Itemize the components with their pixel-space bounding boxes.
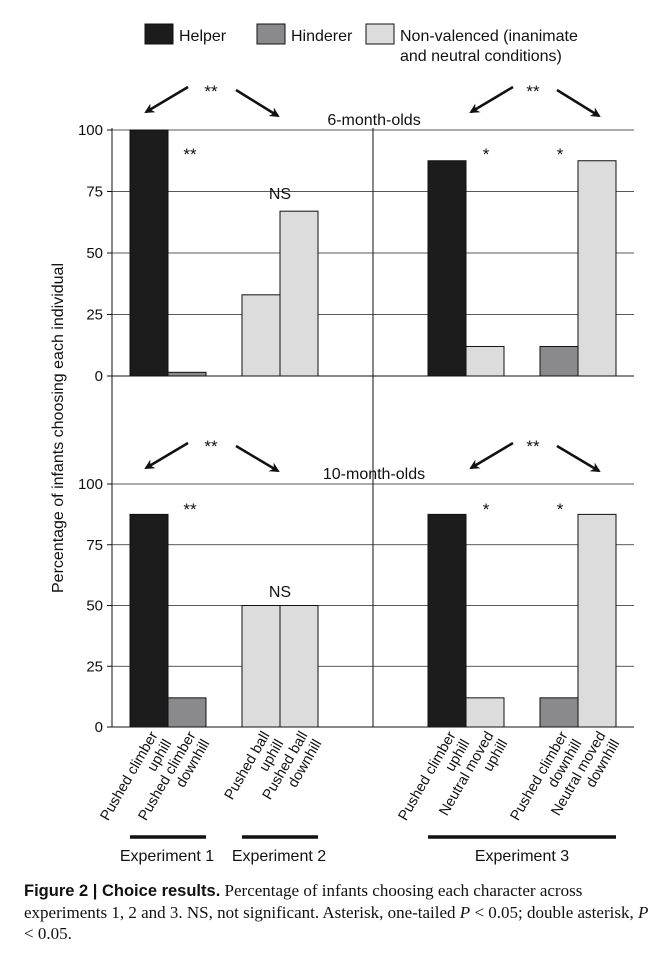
experiment-3-label: Experiment 3 [475,848,569,865]
annotation-stars: ** [526,437,540,456]
legend-label-hinderer: Hinderer [291,28,353,45]
bar-nonvalenced [577,513,617,728]
bar-hinderer [539,345,579,377]
bar-helper [427,513,467,728]
annotation-stars: ** [204,82,218,101]
annotation-ns: NS [269,584,291,601]
y-tick-label: 75 [86,537,103,554]
annotation-ns: NS [269,186,291,203]
bar-hinderer [539,697,579,728]
arrow-left-icon [469,441,514,470]
caption-label: Figure 2 [24,882,89,900]
figure-caption: Figure 2 | Choice results. Percentage of… [24,880,654,944]
y-tick-label: 25 [86,658,103,675]
annotation-exp1-stars: ** [183,500,197,519]
bar-nonvalenced [279,210,319,377]
experiment-brackets: Experiment 1 Experiment 2 Experiment 3 [120,835,616,865]
experiment-1-label: Experiment 1 [120,848,214,865]
bar-hinderer [167,371,207,377]
legend-label-helper: Helper [179,28,227,45]
caption-p-2: P [637,903,649,922]
arrow-right-icon [235,444,280,473]
arrow-right-icon [556,444,601,473]
y-tick-label: 50 [86,245,103,262]
y-tick-label: 25 [86,307,103,324]
y-tick-label: 100 [78,476,103,493]
bar-helper [427,160,467,377]
caption-text-2: < 0.05; double asterisk, [470,903,638,922]
arrow-left-icon [469,85,514,114]
significance-annotations: ** ** ** ** ** ** NS NS * * * * [183,82,563,601]
experiment-2-label: Experiment 2 [232,848,326,865]
annotation-stars: ** [204,437,218,456]
y-tick-label: 50 [86,598,103,615]
bar-nonvalenced [279,605,319,728]
gridlines [107,129,634,728]
bar-hinderer [167,697,207,728]
annotation-star: * [557,500,564,519]
legend-swatch-helper [144,23,174,45]
bar-helper [129,513,169,728]
plot-frame [111,128,634,728]
arrow-left-icon [144,85,189,114]
annotation-star: * [483,500,490,519]
annotation-star: * [483,145,490,164]
panel-title-10-month: 10-month-olds [323,466,425,483]
bar-nonvalenced [465,697,505,728]
caption-separator: | [88,882,102,900]
bar-helper [129,129,169,377]
bar-nonvalenced [577,160,617,377]
arrow-right-icon [235,88,280,118]
caption-text-1: Percentage of infants choosing each char… [24,881,583,922]
bar-nonvalenced [465,345,505,377]
legend-label-nonvalenced-line2: and neutral conditions) [400,48,562,65]
caption-text-3: < 0.05. [24,924,72,943]
caption-p-1: P [459,903,471,922]
caption-title: Choice results. [101,882,221,900]
bar-nonvalenced [241,294,281,377]
legend: Helper Hinderer Non-valenced (inanimate … [144,23,578,65]
y-tick-label: 100 [78,122,103,139]
annotation-star: * [557,145,564,164]
comparison-arrows [144,85,601,473]
legend-swatch-nonvalenced [365,23,395,45]
y-axis-label: Percentage of infants choosing each indi… [50,263,67,593]
annotation-stars: ** [526,82,540,101]
arrow-right-icon [556,88,601,118]
annotation-exp1-stars: ** [183,145,197,164]
arrow-left-icon [144,441,189,470]
bar-nonvalenced [241,605,281,728]
y-tick-label: 0 [95,719,103,736]
legend-label-nonvalenced: Non-valenced (inanimate [400,28,578,45]
y-tick-label: 75 [86,184,103,201]
legend-swatch-hinderer [256,23,286,45]
y-tick-labels: 0 25 50 75 100 0 25 50 75 100 [78,122,103,736]
choice-results-figure: Helper Hinderer Non-valenced (inanimate … [50,23,634,865]
bars [129,129,617,728]
y-tick-label: 0 [95,368,103,385]
panel-title-6-month: 6-month-olds [327,112,420,129]
